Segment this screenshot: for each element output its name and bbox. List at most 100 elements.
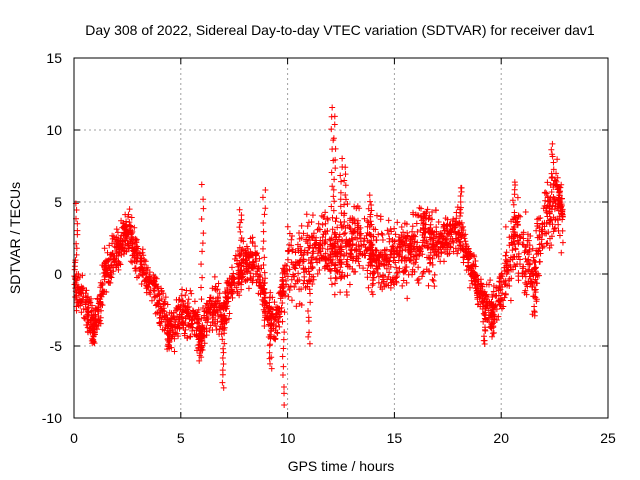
data-point bbox=[266, 349, 273, 356]
data-point bbox=[397, 244, 404, 251]
data-point bbox=[533, 271, 540, 278]
data-point bbox=[330, 207, 337, 214]
data-point bbox=[199, 248, 206, 255]
data-point bbox=[472, 263, 479, 270]
data-point bbox=[325, 254, 332, 261]
data-point bbox=[519, 265, 526, 272]
data-point bbox=[338, 274, 345, 281]
data-point bbox=[479, 303, 486, 310]
y-tick-label: 0 bbox=[54, 266, 62, 282]
data-point bbox=[432, 248, 439, 255]
data-point bbox=[479, 289, 486, 296]
data-point bbox=[217, 323, 224, 330]
data-point bbox=[185, 296, 192, 303]
data-point bbox=[414, 277, 421, 284]
data-point bbox=[509, 197, 516, 204]
data-point bbox=[161, 308, 168, 315]
data-point bbox=[438, 230, 445, 237]
data-point bbox=[510, 228, 517, 235]
data-point bbox=[420, 237, 427, 244]
data-point bbox=[374, 266, 381, 273]
data-point bbox=[137, 258, 144, 265]
data-point bbox=[155, 300, 162, 307]
data-point bbox=[151, 294, 158, 301]
data-point bbox=[314, 259, 321, 266]
data-point bbox=[477, 281, 484, 288]
data-point bbox=[378, 230, 385, 237]
data-point bbox=[344, 272, 351, 279]
data-point bbox=[106, 279, 113, 286]
data-point bbox=[549, 221, 556, 228]
data-point bbox=[332, 156, 339, 163]
data-point bbox=[393, 264, 400, 271]
data-point bbox=[490, 311, 497, 318]
data-point bbox=[235, 263, 242, 270]
data-point bbox=[179, 307, 186, 314]
data-point bbox=[288, 297, 295, 304]
data-point bbox=[288, 236, 295, 243]
data-point bbox=[504, 269, 511, 276]
data-point bbox=[543, 240, 550, 247]
data-point bbox=[556, 232, 563, 239]
data-point bbox=[453, 215, 460, 222]
data-point bbox=[396, 265, 403, 272]
data-point bbox=[420, 220, 427, 227]
data-point bbox=[401, 267, 408, 274]
data-point bbox=[329, 214, 336, 221]
data-point bbox=[323, 257, 330, 264]
data-point bbox=[373, 237, 380, 244]
data-point bbox=[124, 235, 131, 242]
data-point bbox=[352, 220, 359, 227]
data-point bbox=[340, 231, 347, 238]
data-point bbox=[73, 251, 80, 258]
data-point bbox=[462, 238, 469, 245]
data-point bbox=[105, 264, 112, 271]
data-point bbox=[415, 247, 422, 254]
data-point bbox=[78, 298, 85, 305]
data-point bbox=[429, 209, 436, 216]
data-point bbox=[373, 212, 380, 219]
data-point bbox=[170, 309, 177, 316]
data-point bbox=[463, 267, 470, 274]
data-point bbox=[295, 260, 302, 267]
data-point bbox=[277, 313, 284, 320]
data-point bbox=[261, 269, 268, 276]
data-point bbox=[539, 220, 546, 227]
data-point bbox=[128, 223, 135, 230]
data-point bbox=[292, 258, 299, 265]
data-point bbox=[550, 159, 557, 166]
data-point bbox=[507, 297, 514, 304]
data-point bbox=[343, 242, 350, 249]
data-point bbox=[260, 289, 267, 296]
data-point bbox=[184, 312, 191, 319]
data-point bbox=[548, 170, 555, 177]
data-point bbox=[181, 332, 188, 339]
data-point bbox=[161, 301, 168, 308]
data-point bbox=[526, 247, 533, 254]
data-point bbox=[215, 280, 222, 287]
data-point bbox=[400, 240, 407, 247]
y-tick-label: 10 bbox=[46, 122, 62, 138]
data-point bbox=[522, 287, 529, 294]
data-point bbox=[327, 275, 334, 282]
data-point bbox=[332, 262, 339, 269]
data-point bbox=[458, 219, 465, 226]
data-point bbox=[490, 288, 497, 295]
data-point bbox=[84, 311, 91, 318]
data-point bbox=[261, 211, 268, 218]
data-point bbox=[172, 324, 179, 331]
data-point bbox=[432, 207, 439, 214]
data-point bbox=[379, 231, 386, 238]
data-point bbox=[429, 228, 436, 235]
data-point bbox=[281, 390, 288, 397]
data-point bbox=[219, 336, 226, 343]
data-point bbox=[294, 259, 301, 266]
data-point bbox=[332, 240, 339, 247]
data-point bbox=[364, 274, 371, 281]
data-point bbox=[305, 219, 312, 226]
data-point bbox=[83, 294, 90, 301]
x-tick-label: 20 bbox=[493, 430, 509, 446]
data-point bbox=[363, 232, 370, 239]
data-point bbox=[332, 218, 339, 225]
data-point bbox=[531, 308, 538, 315]
